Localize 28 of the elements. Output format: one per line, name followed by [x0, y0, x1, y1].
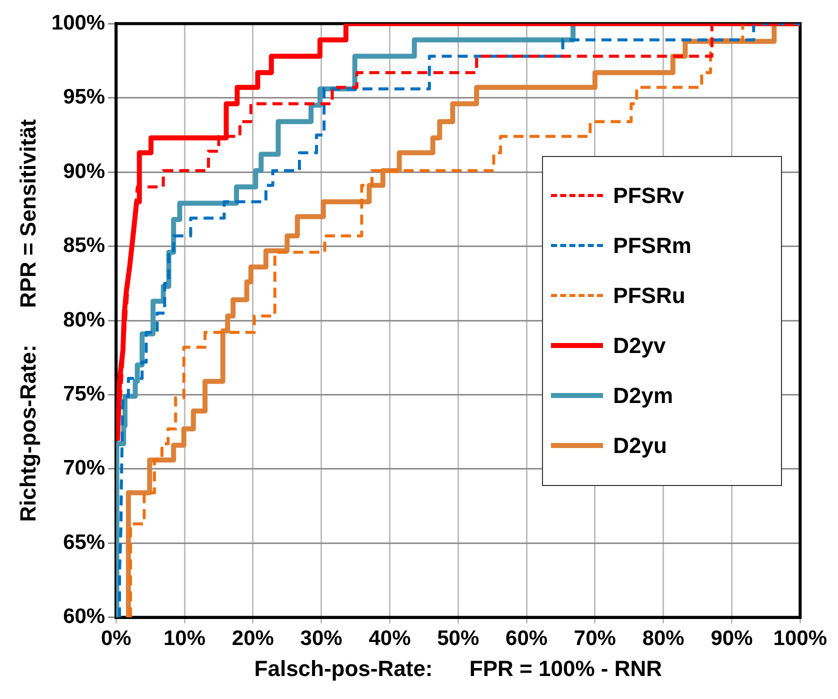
legend-label: PFSRv: [613, 182, 684, 208]
y-tick-label: 90%: [63, 160, 106, 183]
x-tick-label: 30%: [300, 626, 343, 650]
legend-label: D2ym: [613, 382, 674, 408]
y-tick-label: 95%: [63, 86, 106, 109]
legend-label: D2yu: [613, 432, 667, 458]
x-tick-label: 50%: [437, 626, 480, 650]
y-axis-title: Richtg-pos-Rate: RPR = Sensitivität: [15, 118, 40, 522]
x-axis-title: Falsch-pos-Rate: FPR = 100% - RNR: [254, 656, 662, 681]
x-tick-label: 70%: [574, 626, 616, 650]
legend-label: PFSRu: [613, 282, 686, 308]
y-tick-label: 80%: [63, 308, 106, 332]
legend-label: D2yv: [613, 332, 666, 358]
x-tick-label: 100%: [773, 626, 828, 650]
y-tick-label: 85%: [63, 234, 106, 258]
x-tick-label: 60%: [506, 626, 548, 650]
x-tick-label: 10%: [164, 626, 206, 650]
x-tick-label: 20%: [232, 626, 274, 650]
x-tick-label: 90%: [710, 626, 754, 650]
y-tick-label: 75%: [63, 382, 106, 406]
y-tick-label: 65%: [63, 530, 106, 554]
x-tick-label: 40%: [368, 626, 412, 650]
y-tick-label: 100%: [51, 11, 106, 34]
x-tick-label: 80%: [642, 626, 685, 650]
legend-label: PFSRm: [613, 232, 692, 258]
x-tick-label: 0%: [100, 626, 132, 650]
y-tick-label: 60%: [63, 605, 106, 628]
y-tick-label: 70%: [63, 456, 106, 480]
